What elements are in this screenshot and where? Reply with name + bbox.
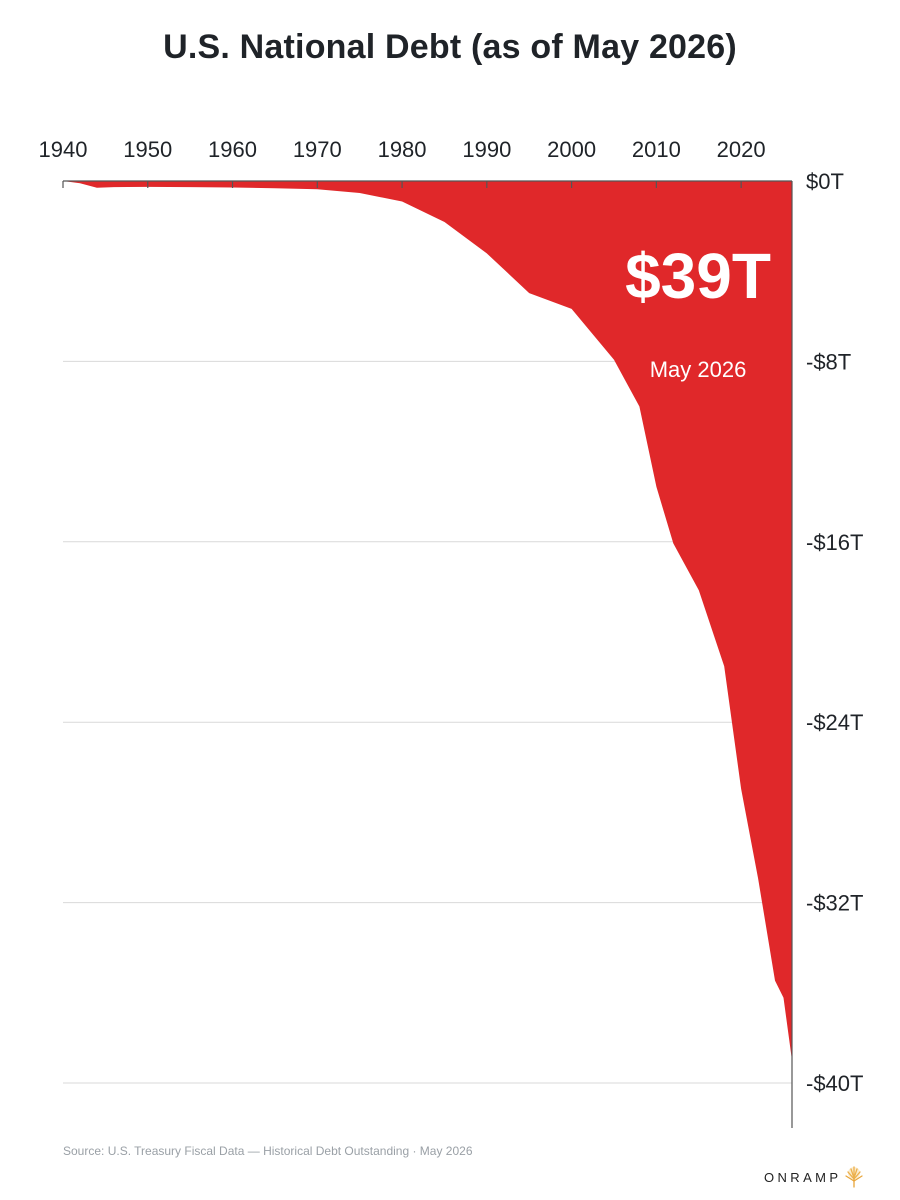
x-tick-label: 1990 (462, 137, 511, 162)
annotation-value: $39T (625, 240, 771, 312)
x-tick-label: 1950 (123, 137, 172, 162)
brand-name: ONRAMP (764, 1169, 842, 1185)
debt-area (63, 181, 792, 1061)
brand-logo-group: ONRAMP (764, 1166, 865, 1188)
y-tick-label: $0T (806, 169, 844, 194)
y-tick-label: -$24T (806, 710, 863, 735)
y-tick-label: -$32T (806, 891, 863, 916)
source-note: Source: U.S. Treasury Fiscal Data — Hist… (63, 1144, 473, 1158)
chart: $0T -$8T -$16T -$24T -$32T -$40T 1940 1950 1960 1… (39, 137, 863, 1128)
x-tick-label: 1980 (378, 137, 427, 162)
x-tick-label: 1940 (39, 137, 88, 162)
x-tick-label: 2000 (547, 137, 596, 162)
x-tick-label: 1960 (208, 137, 257, 162)
y-tick-label: -$8T (806, 349, 851, 374)
chart-title: U.S. National Debt (as of May 2026) (163, 28, 737, 66)
y-tick-label: -$16T (806, 530, 863, 555)
y-tick-label: -$40T (806, 1071, 863, 1096)
x-tick-label: 1970 (293, 137, 342, 162)
annotation-subtitle: May 2026 (650, 357, 747, 382)
tree-logo-icon (845, 1166, 864, 1188)
x-tick-label: 2020 (717, 137, 766, 162)
x-tick-label: 2010 (632, 137, 681, 162)
